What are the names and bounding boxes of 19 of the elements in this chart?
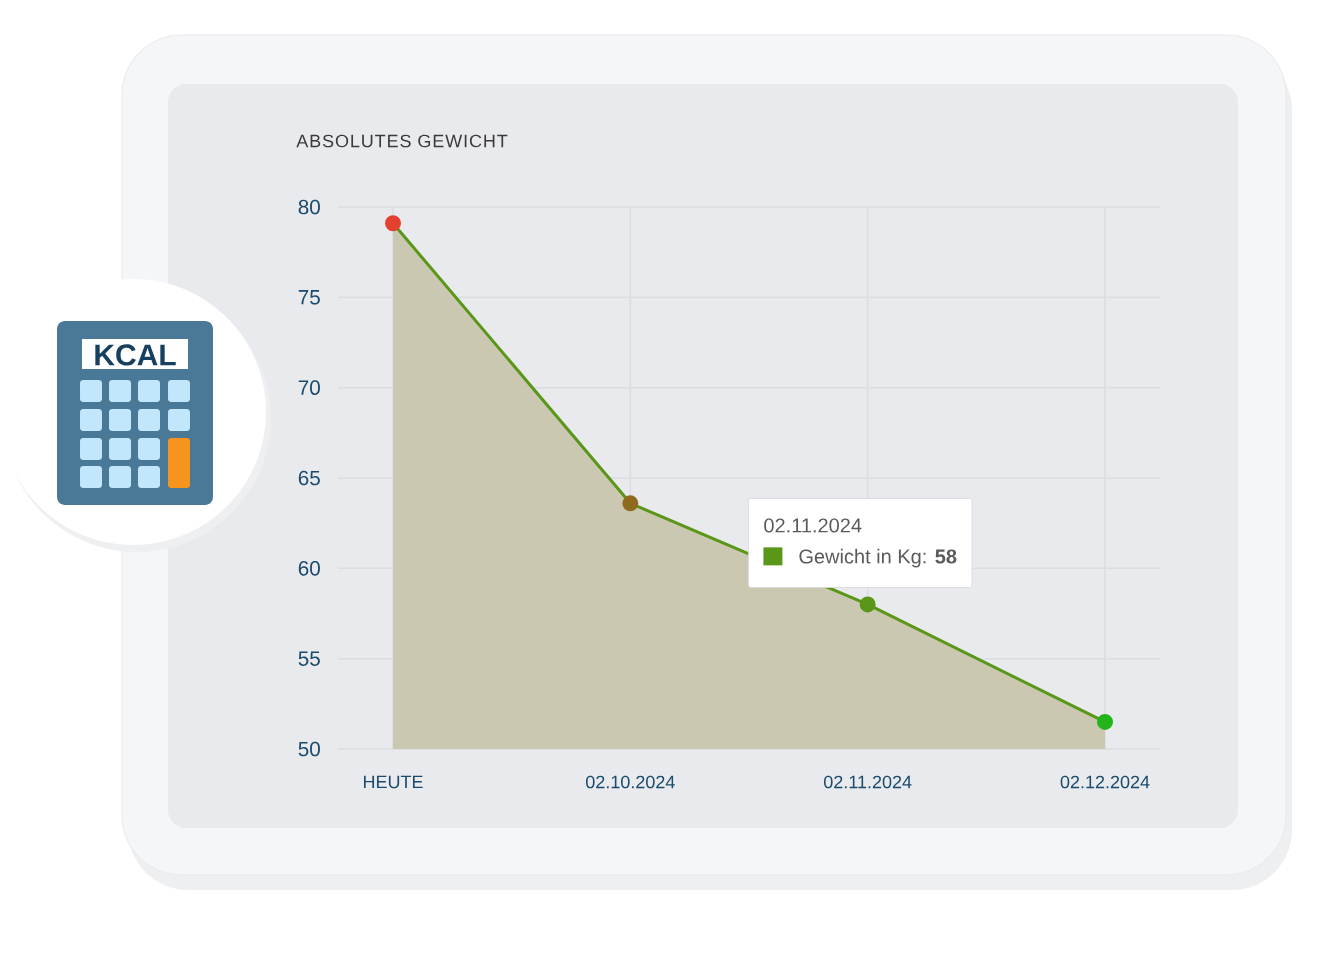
- y-tick-label: 65: [298, 470, 320, 486]
- x-tick-label: 02.10.2024: [586, 775, 675, 789]
- point: [1097, 713, 1114, 730]
- annotation: 02.11.2024: [764, 518, 862, 533]
- y-tick-label: 55: [298, 651, 320, 666]
- y-tick-label: 80: [298, 199, 320, 215]
- point: [622, 495, 639, 512]
- x-tick-label: HEUTE: [363, 775, 423, 789]
- text: KCAL: [95, 344, 176, 366]
- x-tick-label: 02.12.2024: [1060, 775, 1150, 789]
- point: [859, 596, 876, 613]
- annotation: Gewicht in Kg: 58: [799, 548, 957, 568]
- y-tick-label: 70: [298, 380, 320, 395]
- y-tick-label: 50: [298, 741, 320, 757]
- y-tick-label: 75: [298, 290, 320, 305]
- x-tick-label: 02.11.2024: [824, 775, 912, 789]
- point: [385, 215, 402, 232]
- chart-title: ABSOLUTES GEWICHT: [296, 134, 508, 148]
- y-tick-label: 60: [298, 561, 320, 576]
